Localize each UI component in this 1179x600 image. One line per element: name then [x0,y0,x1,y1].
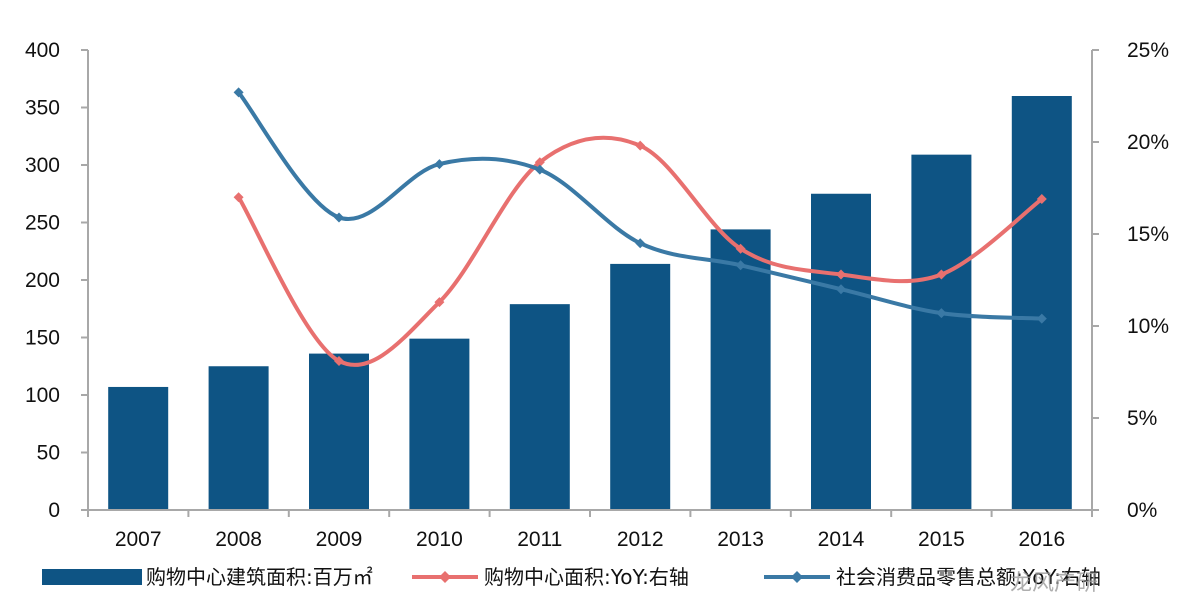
left-tick-label: 400 [25,39,60,62]
bar-2011 [509,304,570,510]
watermark: 龙风产研 [1010,571,1098,596]
line-point-2-2016 [1036,313,1047,324]
line-point-2-2008 [233,87,244,98]
bar-series [108,96,1072,510]
line-point-1-2009 [334,355,344,366]
right-tick-label: 15% [1127,223,1169,246]
x-tick-label: 2016 [1018,528,1065,551]
line-point-2-2013 [735,260,746,271]
x-tick-label: 2010 [416,528,463,551]
x-tick-label: 2014 [818,528,865,551]
line-point-1-2016 [1036,194,1047,205]
bar-2016 [1011,96,1072,510]
line-point-2-2014 [836,284,846,295]
bar-2014 [811,193,871,510]
right-tick-label: 25% [1127,39,1169,62]
line-point-1-2015 [936,269,947,280]
bar-2013 [710,229,771,510]
line-point-2-2009 [334,212,344,223]
x-tick-label: 2015 [918,528,965,551]
x-tick-label: 2013 [717,528,764,551]
line-point-2-2011 [534,164,545,175]
left-tick-label: 50 [37,442,60,465]
bar-2015 [911,154,972,510]
left-tick-label: 250 [25,212,60,235]
line-point-1-2012 [635,140,646,151]
line-point-2-2015 [936,308,947,319]
line-point-1-2010 [434,297,445,308]
right-tick-label: 20% [1127,131,1169,154]
x-tick-label: 2007 [115,528,162,551]
legend-label: 购物中心面积:YoY:右轴 [484,565,689,589]
left-tick-label: 350 [25,97,60,120]
legend-label: 购物中心建筑面积:百万㎡ [146,565,373,589]
legend-swatch-bar [42,569,142,585]
bar-2007 [108,386,169,510]
right-tick-label: 5% [1127,407,1157,430]
left-tick-label: 100 [25,384,60,407]
line-point-1-2013 [735,243,746,254]
left-tick-label: 150 [25,327,60,350]
line-point-1-2011 [534,157,545,168]
line-point-2-2010 [434,159,445,170]
left-tick-label: 200 [25,269,60,292]
x-tick-label: 2011 [517,528,562,551]
right-tick-label: 0% [1127,499,1157,522]
axes: 0 50 100 150 200 250 300 350 400 0% 5% 10% 15% 20% 25%… [25,39,1169,551]
x-tick-label: 2012 [617,528,664,551]
x-tick-label: 2008 [215,528,262,551]
x-tick-label: 2009 [316,528,363,551]
line-series-1 [236,135,1044,367]
line-point-1-2008 [233,192,244,203]
line-series-2 [237,91,1042,321]
line-point-2-2012 [635,238,646,249]
bar-2008 [208,366,269,510]
legend-marker [791,571,803,583]
bar-2012 [610,263,671,510]
legend-marker [439,571,451,583]
legend-label: 社会消费品零售总额:YoY:右轴 [836,565,1101,589]
left-tick-label: 300 [25,154,60,177]
line-series [233,87,1047,367]
legend: 购物中心建筑面积:百万㎡ 购物中心面积:YoY:右轴 社会消费品零售总额:YoY:右… [42,565,1101,589]
bar-2010 [409,338,470,510]
left-tick-label: 0 [48,499,60,522]
line-point-1-2014 [836,269,846,280]
bar-2009 [309,353,369,510]
right-tick-label: 10% [1127,315,1169,338]
